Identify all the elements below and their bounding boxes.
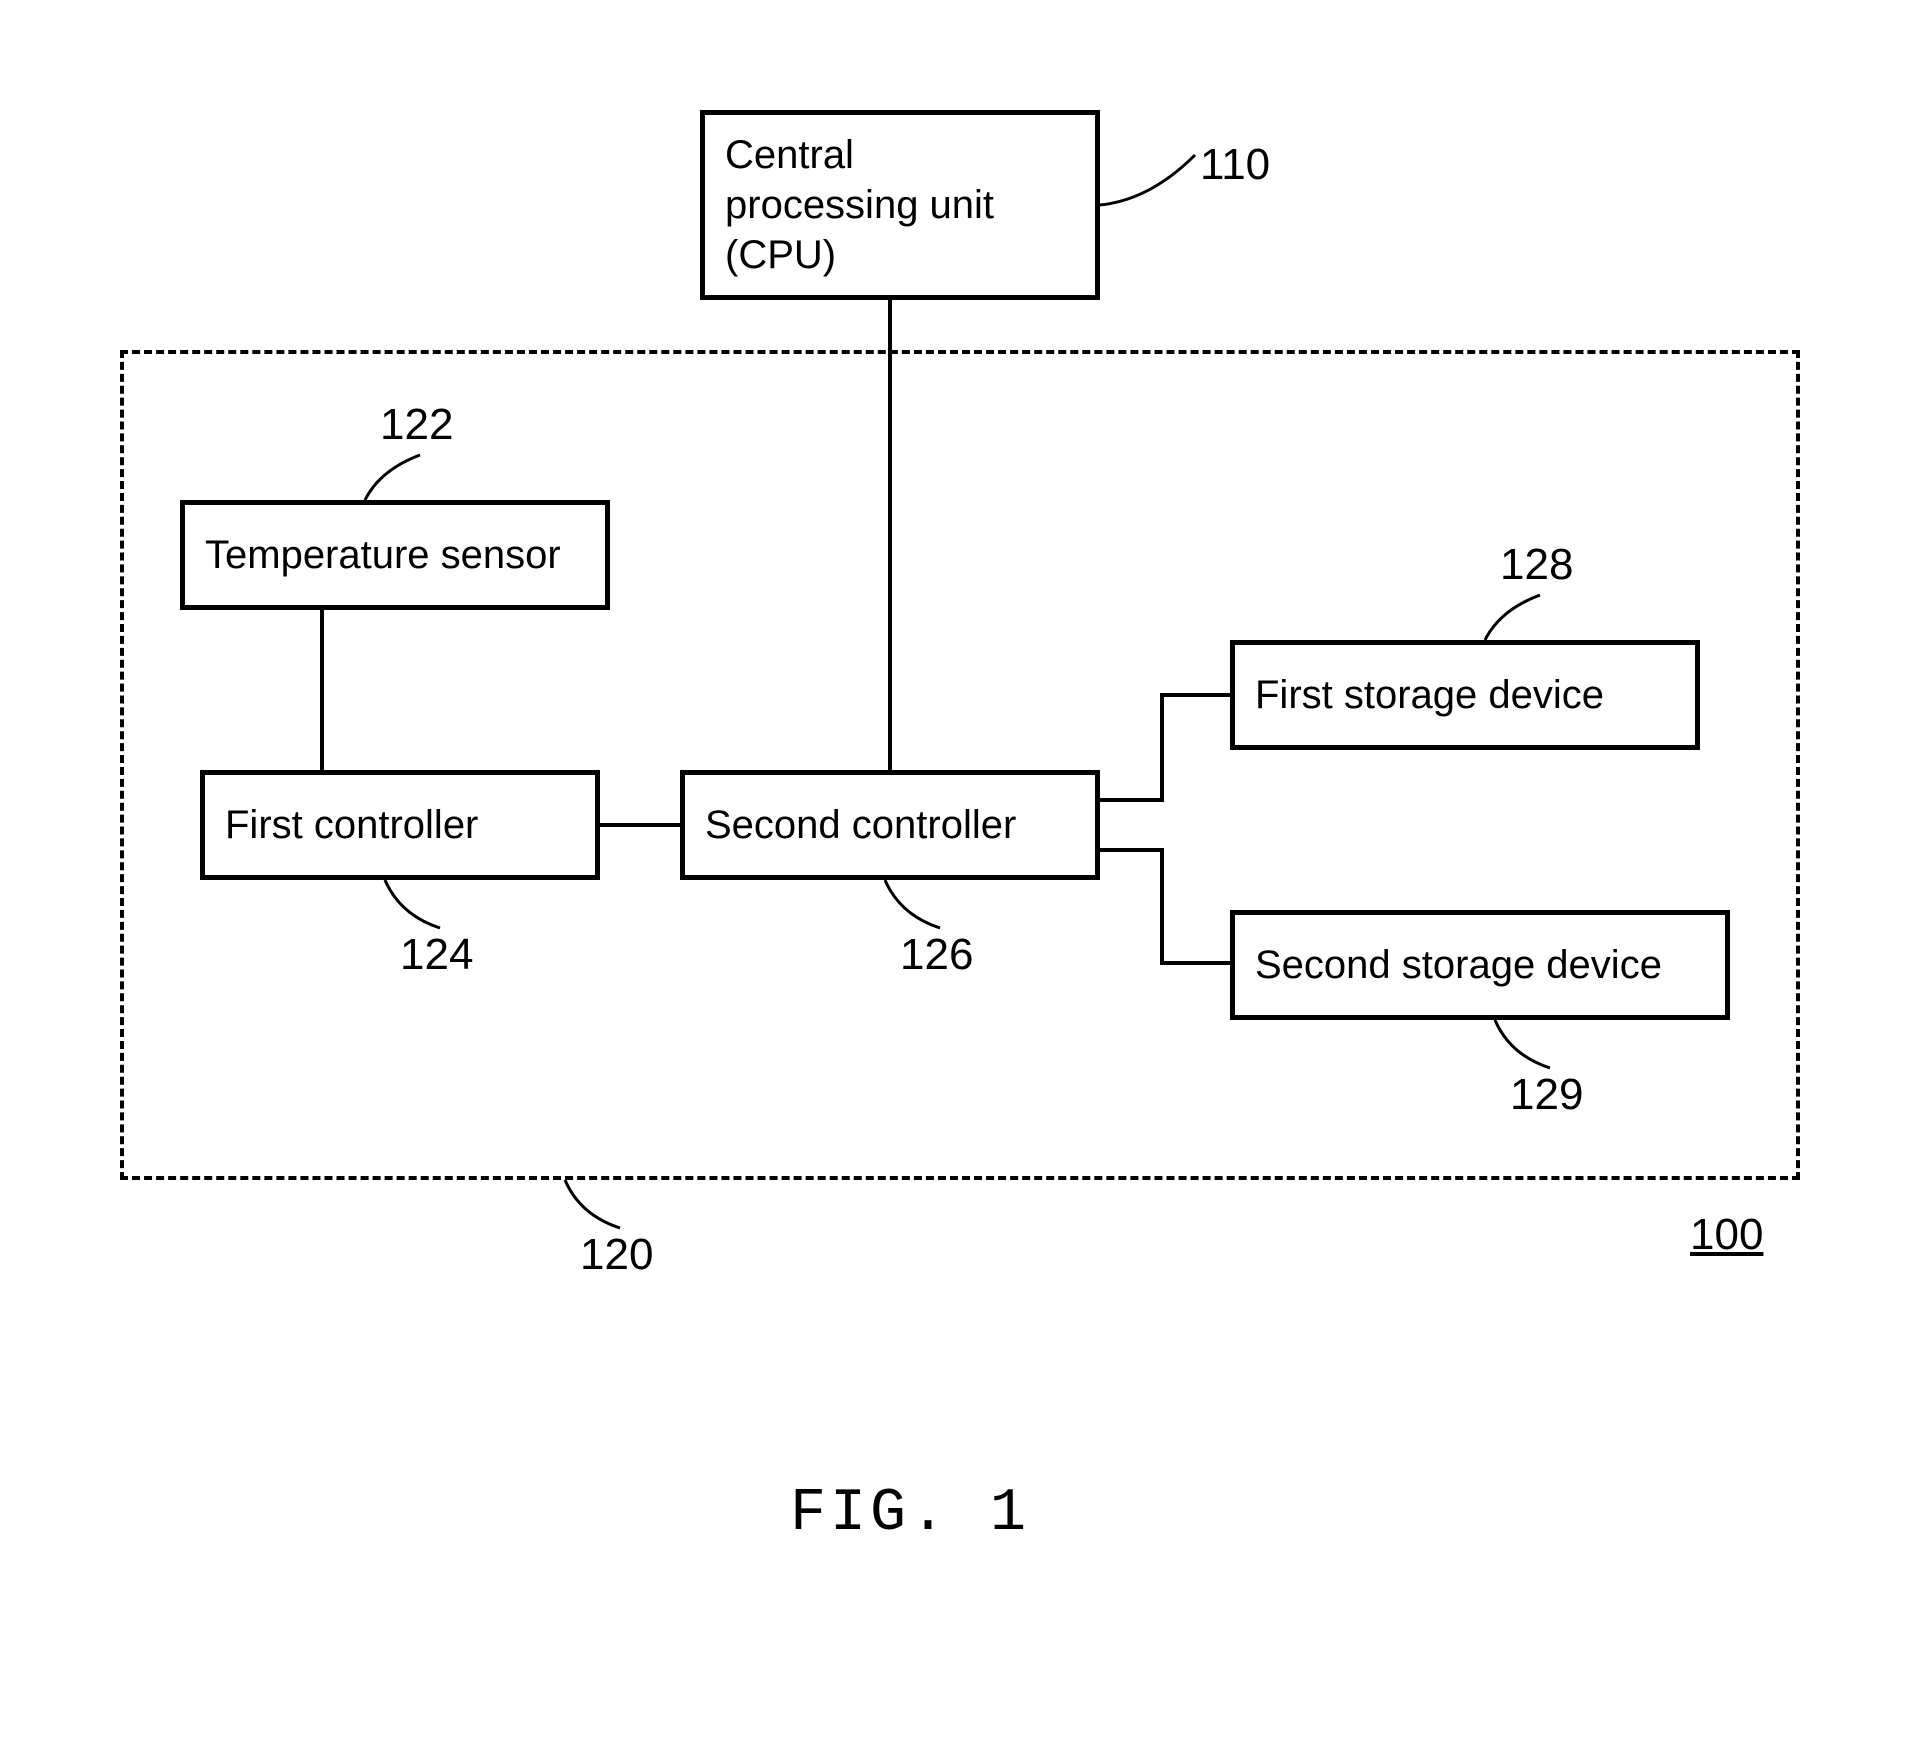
edge-ctrl2-stor1-h1 <box>1100 798 1164 802</box>
node-temp-label: Temperature sensor <box>205 530 561 580</box>
node-cpu-label: Central processing unit (CPU) <box>725 130 994 280</box>
figure-caption: FIG. 1 <box>790 1480 1030 1548</box>
edge-ctrl2-stor2-v <box>1160 848 1164 965</box>
diagram-canvas: Central processing unit (CPU) Temperatur… <box>0 0 1908 1756</box>
node-stor2-label: Second storage device <box>1255 940 1662 990</box>
ref-122: 122 <box>380 400 453 450</box>
edge-ctrl2-stor2-h1 <box>1100 848 1164 852</box>
edge-cpu-ctrl2 <box>888 300 892 770</box>
leader-128 <box>1480 590 1550 645</box>
leader-124 <box>380 880 450 935</box>
node-ctrl2-label: Second controller <box>705 800 1016 850</box>
node-first-controller: First controller <box>200 770 600 880</box>
leader-120 <box>560 1180 630 1235</box>
node-stor1-label: First storage device <box>1255 670 1604 720</box>
node-second-controller: Second controller <box>680 770 1100 880</box>
edge-temp-ctrl1 <box>320 610 324 770</box>
node-ctrl1-label: First controller <box>225 800 478 850</box>
ref-100: 100 <box>1690 1210 1763 1260</box>
leader-129 <box>1490 1020 1560 1075</box>
edge-ctrl2-stor1-v <box>1160 693 1164 802</box>
node-second-storage: Second storage device <box>1230 910 1730 1020</box>
node-cpu: Central processing unit (CPU) <box>700 110 1100 300</box>
ref-110: 110 <box>1200 140 1270 190</box>
ref-128: 128 <box>1500 540 1573 590</box>
leader-126 <box>880 880 950 935</box>
node-first-storage: First storage device <box>1230 640 1700 750</box>
edge-ctrl2-stor1-h2 <box>1160 693 1230 697</box>
ref-124: 124 <box>400 930 473 980</box>
edge-ctrl2-stor2-h2 <box>1160 961 1230 965</box>
leader-110 <box>1100 150 1200 210</box>
leader-122 <box>360 450 430 505</box>
ref-120: 120 <box>580 1230 653 1280</box>
ref-126: 126 <box>900 930 973 980</box>
edge-ctrl1-ctrl2 <box>600 823 680 827</box>
ref-129: 129 <box>1510 1070 1583 1120</box>
node-temp-sensor: Temperature sensor <box>180 500 610 610</box>
